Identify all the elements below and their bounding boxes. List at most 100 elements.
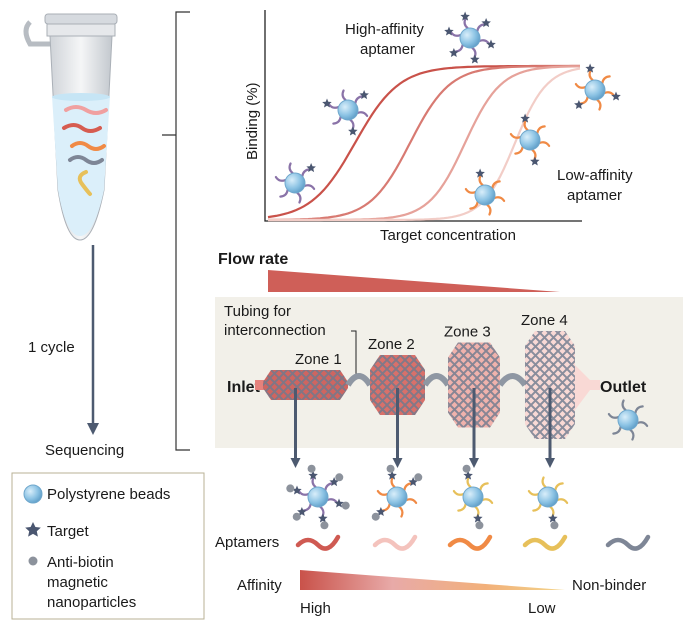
target-star-icon: [376, 507, 386, 516]
nanoparticle-icon: [335, 473, 344, 482]
aptamer-arm: [478, 174, 484, 187]
target-star-icon: [481, 18, 491, 28]
aptamer-arm: [311, 476, 317, 489]
bead-icon: [284, 172, 306, 194]
aptamer-arm: [629, 428, 635, 441]
aptamer-arm: [532, 502, 542, 512]
aptamer-arm: [463, 17, 469, 30]
inlet-label: Inlet: [227, 379, 261, 396]
aptamer-arm: [454, 43, 464, 53]
interconnection-tubing: [345, 373, 373, 387]
aptamer-arm: [390, 476, 396, 489]
aptamer-arm: [303, 184, 316, 191]
bead-with-aptamers-icon: [286, 464, 350, 530]
target-star-icon: [334, 498, 344, 508]
bead-icon: [337, 99, 359, 121]
aptamer-arm: [301, 168, 311, 178]
target-star-icon: [574, 100, 584, 109]
aptamer-icon: [522, 534, 568, 551]
aptamer-arm: [541, 476, 547, 489]
aptamer-arm: [621, 399, 627, 412]
aptamer-arm: [556, 498, 569, 505]
tubing-label-2: interconnection: [224, 322, 326, 339]
aptamer-arm: [509, 132, 522, 139]
aptamer-arm: [466, 476, 472, 489]
aptamer-arm: [538, 141, 551, 148]
bead-with-aptamers-icon: [274, 162, 316, 204]
interconnection-tubing: [497, 373, 528, 387]
flow-rate-wedge: [268, 270, 560, 292]
aptamer-arm: [601, 75, 611, 85]
arrow-head-icon: [392, 458, 403, 468]
binding-curve: [268, 67, 581, 222]
arrow-head-icon: [87, 423, 99, 435]
outlet-tube: [575, 365, 600, 410]
target-star-icon: [530, 156, 540, 166]
aptamer-arm: [327, 102, 340, 109]
target-star-icon: [348, 126, 358, 136]
binding-chart: Binding (%) Target concentration High-af…: [244, 10, 633, 244]
aptamer-arm: [464, 187, 477, 194]
aptamer-arm: [469, 200, 479, 210]
aptamer-arm: [588, 69, 594, 82]
chart-axes: [264, 10, 582, 222]
outlet-label: Outlet: [600, 379, 647, 396]
low-affinity-label-1: Low-affinity: [557, 167, 633, 184]
zone-4: Zone 4: [521, 312, 575, 468]
aptamer-arm: [341, 89, 347, 102]
aptamer-arm: [324, 482, 334, 492]
high-affinity-label-2: aptamer: [360, 41, 415, 58]
zone-mesh: [370, 355, 425, 415]
aptamer-arm: [536, 125, 546, 135]
aptamer-arm: [274, 175, 287, 182]
aptamer-arm: [449, 30, 462, 37]
aptamer-arm: [332, 115, 342, 125]
aptamer-arm: [636, 421, 649, 428]
legend-nanoparticles-3: nanoparticles: [47, 594, 136, 611]
aptamers-label: Aptamers: [215, 534, 279, 551]
aptamer-icon: [372, 534, 418, 551]
aptamer-arm: [279, 188, 289, 198]
zone-3: Zone 3: [444, 324, 528, 468]
aptamer-arm: [574, 82, 587, 89]
target-star-icon: [297, 507, 307, 516]
aptamer-arm: [297, 489, 310, 496]
aptamer-icon: [605, 534, 651, 551]
low-label: Low: [528, 600, 556, 617]
flow-rate-title: Flow rate: [218, 251, 288, 268]
tubing-label-1: Tubing for: [224, 303, 291, 320]
bead-icon: [386, 486, 408, 508]
aptamer-arm: [302, 502, 312, 512]
zone-label: Zone 3: [444, 324, 491, 341]
target-star-icon: [322, 98, 332, 108]
zone-label: Zone 1: [295, 351, 342, 368]
target-star-icon: [387, 470, 397, 480]
legend-box: [11, 472, 205, 620]
aptamer-arm: [596, 98, 602, 111]
legend-beads: Polystyrene beads: [47, 486, 170, 503]
nanoparticle-icon: [371, 512, 380, 521]
aptamer-arm: [554, 482, 564, 492]
nanoparticle-icon: [386, 464, 395, 473]
interconnection-tubing: [422, 373, 451, 387]
bead-with-aptamers-icon: [607, 399, 649, 441]
sequencing-label: Sequencing: [45, 442, 124, 459]
aptamer-arm: [634, 405, 644, 415]
aptamer-arm: [403, 482, 413, 492]
target-star-icon: [473, 513, 483, 523]
high-affinity-label-1: High-affinity: [345, 21, 424, 38]
target-star-icon: [329, 477, 339, 487]
bead-icon: [23, 484, 43, 504]
bead-with-aptamers-icon: [444, 11, 496, 64]
bead-icon: [459, 27, 481, 49]
bead-icon: [462, 486, 484, 508]
aptamer-arm: [376, 489, 389, 496]
zone-label: Zone 4: [521, 312, 568, 329]
target-star-icon: [611, 91, 621, 101]
bead-icon: [584, 79, 606, 101]
bead-with-aptamers-icon: [322, 89, 369, 136]
inlet-tube: [255, 380, 269, 390]
zone-1: Zone 1: [263, 351, 373, 468]
target-star-icon: [308, 470, 318, 480]
